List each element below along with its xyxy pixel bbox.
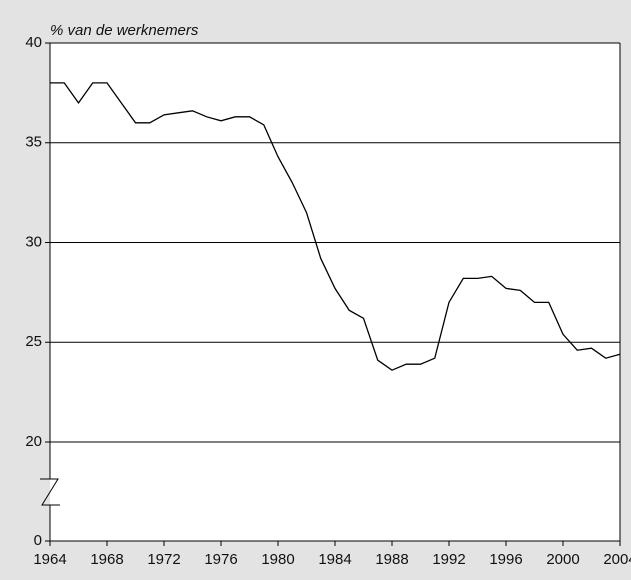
y-tick-label: 40 [25, 34, 42, 51]
x-tick-label: 2004 [603, 551, 631, 568]
y-tick-label: 25 [25, 333, 42, 350]
y-tick-label: 35 [25, 134, 42, 151]
y-tick-label: 0 [34, 532, 42, 549]
x-tick-label: 1996 [489, 551, 522, 568]
plot-area [50, 43, 620, 541]
axis-break [40, 478, 60, 506]
x-tick-label: 1984 [318, 551, 351, 568]
y-axis-label: % van de werknemers [50, 22, 199, 39]
x-tick-label: 1980 [261, 551, 294, 568]
x-tick-label: 1964 [33, 551, 66, 568]
y-tick-label: 30 [25, 233, 42, 250]
x-tick-label: 2000 [546, 551, 579, 568]
data-line [50, 82, 621, 371]
y-tick-label: 20 [25, 433, 42, 450]
x-tick-label: 1992 [432, 551, 465, 568]
x-tick-label: 1972 [147, 551, 180, 568]
x-tick-label: 1976 [204, 551, 237, 568]
x-tick-label: 1968 [90, 551, 123, 568]
x-tick-label: 1988 [375, 551, 408, 568]
